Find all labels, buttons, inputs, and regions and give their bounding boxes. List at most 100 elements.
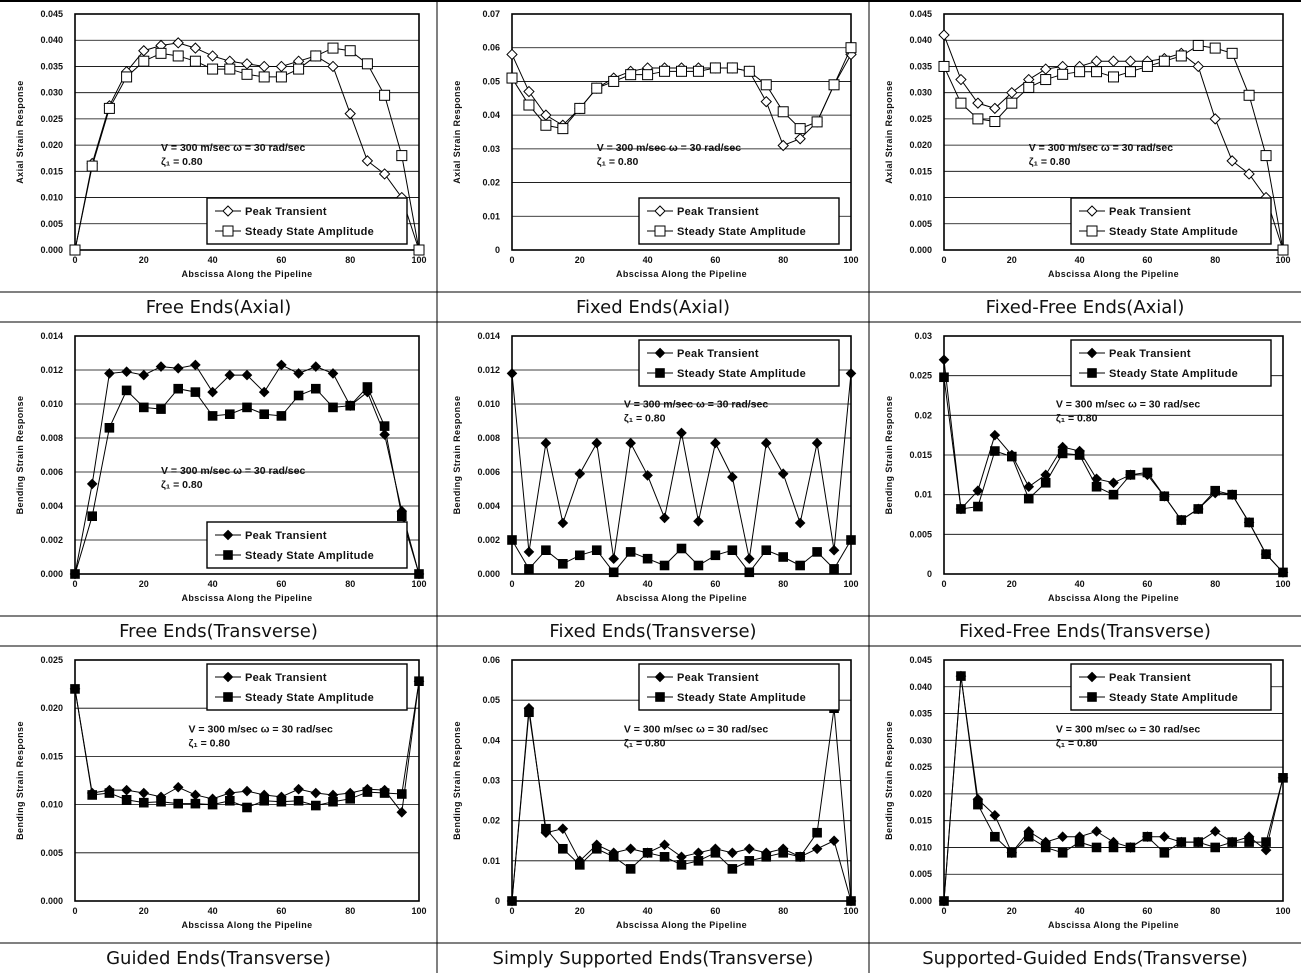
data-point <box>989 116 1001 128</box>
data-point <box>811 116 823 128</box>
data-point <box>743 553 755 565</box>
x-tick-label: 80 <box>1210 579 1220 589</box>
data-point <box>397 789 407 799</box>
annotation-velocity: V = 300 m/sec ω = 30 rad/sec <box>1056 723 1200 735</box>
data-point <box>344 107 356 120</box>
legend-label: Steady State Amplitude <box>677 226 806 238</box>
data-point <box>224 63 236 75</box>
data-point <box>293 795 304 806</box>
data-point <box>293 783 304 795</box>
data-point <box>156 796 166 807</box>
data-point <box>523 99 535 111</box>
legend-label: Steady State Amplitude <box>677 692 806 704</box>
y-tick-label: 0.020 <box>909 789 932 799</box>
data-point <box>275 71 287 83</box>
chart-svg: 0.000 0.002 0.004 0.006 0.008 0.010 0.012 0.014… <box>452 331 859 603</box>
x-tick-label: 60 <box>1142 255 1152 265</box>
data-point <box>86 160 98 172</box>
data-point <box>397 511 407 521</box>
y-tick-label: 0 <box>495 896 500 906</box>
data-point <box>1209 113 1221 125</box>
data-point <box>327 368 339 379</box>
y-tick-label: 0.000 <box>909 245 932 255</box>
x-tick-label: 100 <box>843 255 858 265</box>
legend-marker <box>223 692 233 702</box>
y-tick-label: 0.02 <box>482 816 500 826</box>
x-tick-label: 40 <box>208 255 218 265</box>
data-point <box>344 45 356 57</box>
data-point <box>361 155 374 167</box>
x-tick-label: 80 <box>1210 906 1220 916</box>
x-tick-label: 40 <box>208 906 218 916</box>
data-point <box>121 71 133 83</box>
panel-caption: Free Ends(Axial) <box>145 297 292 318</box>
legend-marker <box>223 550 233 560</box>
data-point <box>172 362 184 374</box>
data-point <box>293 390 304 401</box>
data-point <box>310 361 322 372</box>
x-tick-label: 100 <box>1275 906 1290 916</box>
data-point <box>523 546 535 558</box>
y-tick-label: 0 <box>495 245 500 255</box>
x-tick-label: 100 <box>843 906 858 916</box>
x-tick-label: 60 <box>1142 906 1152 916</box>
data-point <box>242 802 252 813</box>
legend-label: Steady State Amplitude <box>1109 692 1238 704</box>
data-point <box>558 843 568 854</box>
plot-area-border <box>74 13 420 251</box>
data-point <box>846 535 856 545</box>
series-steady-state <box>507 535 856 578</box>
y-tick-label: 0.04 <box>482 110 500 120</box>
data-point <box>812 547 822 557</box>
data-point <box>574 468 586 480</box>
data-point <box>1278 773 1288 783</box>
y-tick-label: 0 <box>927 569 932 579</box>
y-tick-label: 0.000 <box>40 569 63 579</box>
data-point <box>1260 150 1272 162</box>
x-axis-label: Abscissa Along the Pipeline <box>616 593 747 603</box>
x-tick-label: 20 <box>575 906 585 916</box>
data-point <box>138 369 150 381</box>
data-point <box>1261 837 1271 847</box>
legend-label: Peak Transient <box>677 348 759 360</box>
data-point <box>328 402 338 413</box>
legend-marker <box>1087 368 1097 378</box>
y-tick-label: 0.000 <box>477 569 500 579</box>
legend-marker <box>1086 347 1098 359</box>
y-tick-label: 0.015 <box>909 450 932 460</box>
x-tick-label: 0 <box>509 579 514 589</box>
y-tick-label: 0.045 <box>909 9 932 19</box>
x-tick-label: 60 <box>710 579 720 589</box>
data-point <box>1006 97 1018 109</box>
legend-box <box>206 521 408 569</box>
data-point <box>778 848 788 858</box>
plot-area-border <box>943 13 1284 251</box>
annotation-damping: ζ₁ = 0.80 <box>1056 412 1098 424</box>
data-point <box>625 547 636 557</box>
data-point <box>709 62 721 74</box>
x-axis-label: Abscissa Along the Pipeline <box>182 920 313 930</box>
data-point <box>104 788 115 798</box>
y-tick-label: 0.012 <box>477 365 500 375</box>
data-point <box>172 37 184 49</box>
y-tick-label: 0.025 <box>40 655 63 665</box>
y-tick-label: 0.07 <box>482 9 500 19</box>
series-steady-state <box>70 382 424 579</box>
data-point <box>989 429 1001 441</box>
data-point <box>1277 244 1289 256</box>
data-point <box>1209 826 1221 837</box>
data-point <box>761 852 772 862</box>
legend-marker <box>222 671 234 683</box>
legend-label: Peak Transient <box>677 206 759 218</box>
data-point <box>1210 485 1220 496</box>
y-tick-label: 0.015 <box>40 166 63 176</box>
annotation-damping: ζ₁ = 0.80 <box>597 156 639 168</box>
data-point <box>1226 47 1238 59</box>
x-tick-label: 40 <box>208 579 218 589</box>
series-peak-transient <box>506 368 857 565</box>
data-point <box>276 359 287 371</box>
data-point <box>777 468 789 480</box>
data-point <box>727 847 738 859</box>
data-point <box>1074 66 1086 78</box>
data-point <box>173 383 183 394</box>
